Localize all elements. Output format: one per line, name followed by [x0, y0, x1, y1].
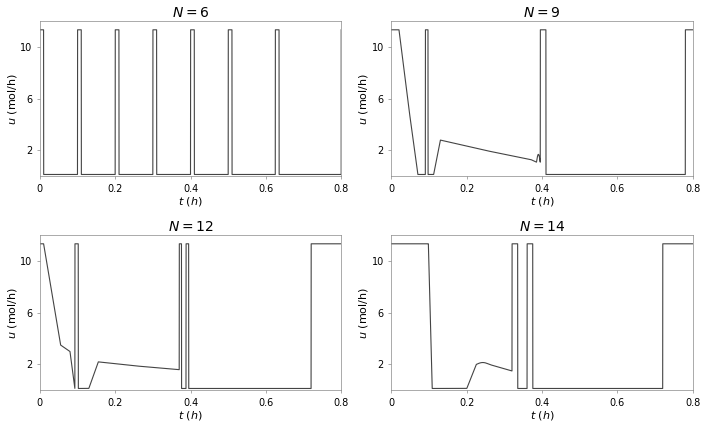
Title: $\mathit{N}=12$: $\mathit{N}=12$ [168, 220, 213, 234]
X-axis label: $t\ (h)$: $t\ (h)$ [530, 196, 554, 208]
X-axis label: $t\ (h)$: $t\ (h)$ [178, 196, 203, 208]
Title: $\mathit{N}=6$: $\mathit{N}=6$ [172, 6, 209, 20]
Y-axis label: $u\ \mathrm{(mol/h)}$: $u\ \mathrm{(mol/h)}$ [357, 73, 370, 125]
Y-axis label: $u\ \mathrm{(mol/h)}$: $u\ \mathrm{(mol/h)}$ [6, 287, 18, 339]
Y-axis label: $u\ \mathrm{(mol/h)}$: $u\ \mathrm{(mol/h)}$ [357, 287, 370, 339]
Title: $\mathit{N}=14$: $\mathit{N}=14$ [519, 220, 566, 234]
Title: $\mathit{N}=9$: $\mathit{N}=9$ [523, 6, 561, 20]
Y-axis label: $u\ \mathrm{(mol/h)}$: $u\ \mathrm{(mol/h)}$ [6, 73, 18, 125]
X-axis label: $t\ (h)$: $t\ (h)$ [530, 410, 554, 422]
X-axis label: $t\ (h)$: $t\ (h)$ [178, 410, 203, 422]
